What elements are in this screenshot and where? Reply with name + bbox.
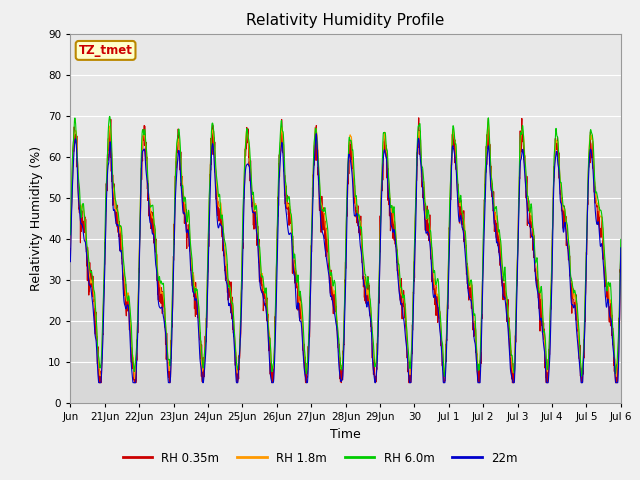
Legend: RH 0.35m, RH 1.8m, RH 6.0m, 22m: RH 0.35m, RH 1.8m, RH 6.0m, 22m (118, 447, 522, 469)
X-axis label: Time: Time (330, 428, 361, 441)
Title: Relativity Humidity Profile: Relativity Humidity Profile (246, 13, 445, 28)
Bar (70, 34, 621, 157)
Text: TZ_tmet: TZ_tmet (79, 44, 132, 57)
Y-axis label: Relativity Humidity (%): Relativity Humidity (%) (29, 146, 43, 291)
